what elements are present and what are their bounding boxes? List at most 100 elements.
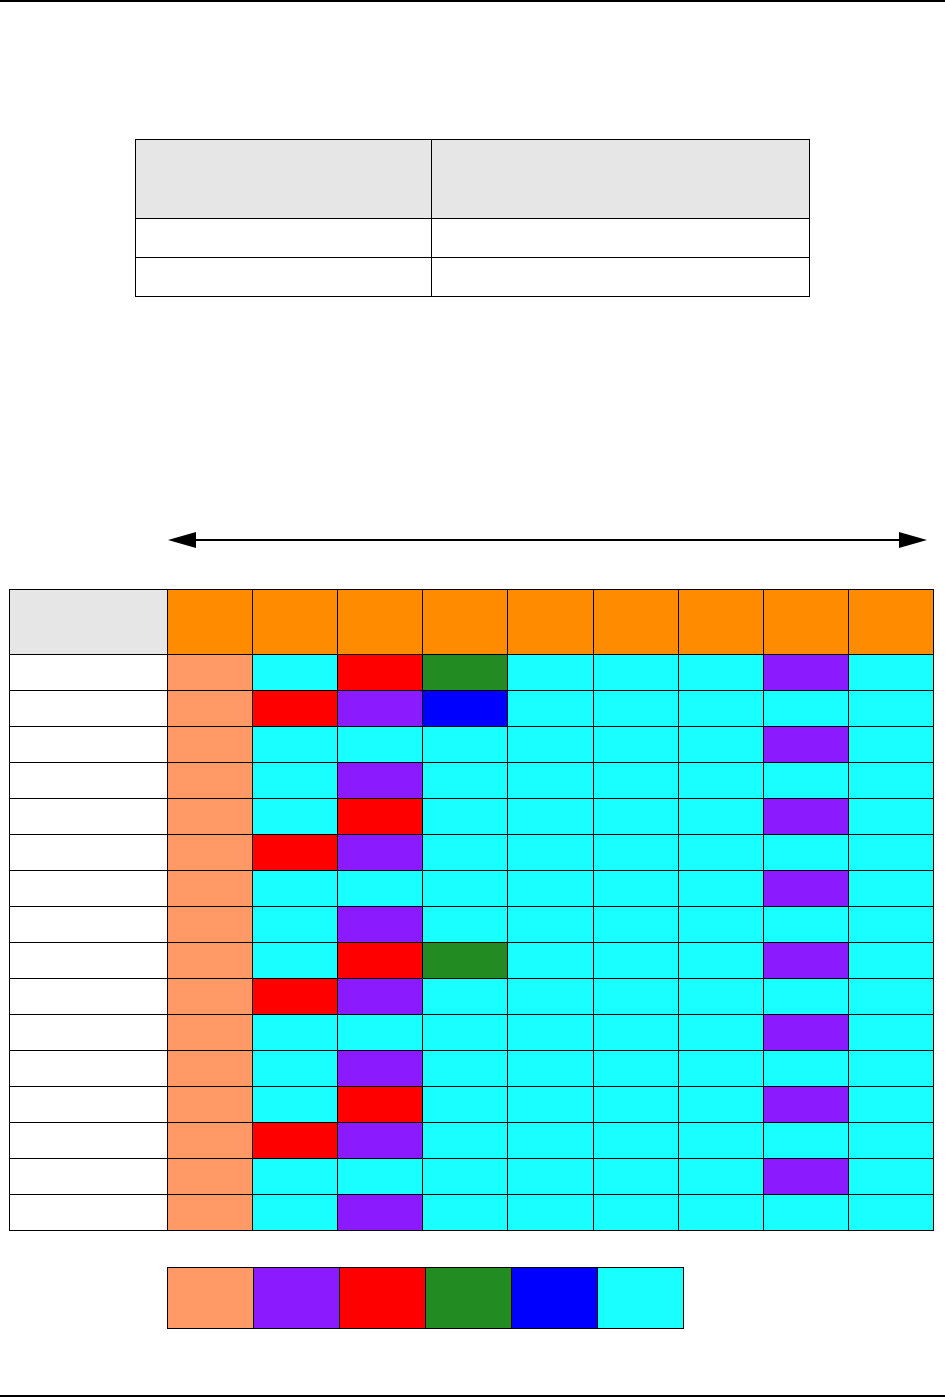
grid-cell-cyan bbox=[592, 1014, 679, 1051]
grid-cell-green bbox=[422, 942, 509, 979]
grid-cell-cyan bbox=[677, 1194, 764, 1231]
grid-row bbox=[8, 762, 935, 799]
grid-row-label bbox=[8, 654, 169, 691]
summary-header-cell bbox=[135, 139, 432, 219]
summary-table bbox=[135, 139, 810, 297]
grid-cell-cyan bbox=[847, 1086, 935, 1123]
grid-cell-cyan bbox=[847, 726, 935, 763]
grid-cell-cyan bbox=[762, 762, 849, 799]
grid-column-header bbox=[847, 589, 935, 655]
grid-cell-cyan bbox=[507, 726, 594, 763]
grid-cell-cyan bbox=[677, 906, 764, 943]
summary-cell bbox=[431, 218, 810, 258]
grid-cell-cyan bbox=[847, 1194, 935, 1231]
grid-row bbox=[8, 726, 935, 763]
summary-cell bbox=[135, 257, 432, 297]
grid-row bbox=[8, 942, 935, 979]
grid-row-label bbox=[8, 870, 169, 907]
timeline-arrow-icon bbox=[168, 532, 927, 548]
grid-cell-cyan bbox=[677, 1050, 764, 1087]
grid-cell-cyan bbox=[337, 1014, 424, 1051]
grid-cell-cyan bbox=[677, 762, 764, 799]
grid-cell-salmon bbox=[167, 654, 254, 691]
grid-row bbox=[8, 1194, 935, 1231]
grid-cell-cyan bbox=[592, 654, 679, 691]
grid-row-label bbox=[8, 762, 169, 799]
grid-cell-cyan bbox=[507, 762, 594, 799]
grid-cell-cyan bbox=[847, 762, 935, 799]
grid-cell-cyan bbox=[847, 942, 935, 979]
grid-cell-cyan bbox=[422, 1158, 509, 1195]
grid-cell-cyan bbox=[847, 978, 935, 1015]
grid-cell-cyan bbox=[592, 942, 679, 979]
grid-cell-cyan bbox=[677, 690, 764, 727]
grid-row bbox=[8, 978, 935, 1015]
grid-cell-cyan bbox=[422, 1086, 509, 1123]
grid-cell-salmon bbox=[167, 1050, 254, 1087]
grid-cell-cyan bbox=[507, 978, 594, 1015]
grid-cell-cyan bbox=[762, 1050, 849, 1087]
grid-cell-cyan bbox=[252, 762, 339, 799]
grid-cell-cyan bbox=[847, 654, 935, 691]
grid-row bbox=[8, 1050, 935, 1087]
grid-cell-salmon bbox=[167, 906, 254, 943]
grid-cell-cyan bbox=[762, 834, 849, 871]
summary-row bbox=[135, 218, 810, 258]
grid-column-header bbox=[422, 589, 509, 655]
grid-column-header bbox=[337, 589, 424, 655]
grid-cell-cyan bbox=[422, 870, 509, 907]
grid-cell-purple bbox=[762, 798, 849, 835]
grid-header-row bbox=[8, 589, 935, 655]
legend-swatch-red bbox=[339, 1267, 426, 1329]
grid-cell-blue bbox=[422, 690, 509, 727]
grid-row-label bbox=[8, 726, 169, 763]
grid-cell-salmon bbox=[167, 690, 254, 727]
grid-column-header bbox=[507, 589, 594, 655]
grid-cell-cyan bbox=[252, 798, 339, 835]
grid-cell-cyan bbox=[507, 870, 594, 907]
grid-cell-cyan bbox=[677, 870, 764, 907]
grid-row bbox=[8, 798, 935, 835]
summary-cell bbox=[431, 257, 810, 297]
grid-cell-cyan bbox=[762, 1194, 849, 1231]
grid-cell-cyan bbox=[677, 1122, 764, 1159]
grid-row-label bbox=[8, 1194, 169, 1231]
grid-cell-cyan bbox=[507, 1050, 594, 1087]
grid-cell-cyan bbox=[252, 906, 339, 943]
grid-cell-cyan bbox=[507, 906, 594, 943]
grid-cell-salmon bbox=[167, 978, 254, 1015]
legend-swatch-salmon bbox=[167, 1267, 254, 1329]
grid-row bbox=[8, 1014, 935, 1051]
grid-cell-cyan bbox=[762, 978, 849, 1015]
grid-corner-cell bbox=[8, 589, 169, 655]
color-grid-table bbox=[8, 589, 935, 1231]
page-top-rule bbox=[0, 0, 945, 2]
grid-row bbox=[8, 690, 935, 727]
legend-swatch-green bbox=[425, 1267, 512, 1329]
grid-cell-purple bbox=[337, 1050, 424, 1087]
grid-row-label bbox=[8, 798, 169, 835]
grid-cell-cyan bbox=[337, 726, 424, 763]
grid-cell-purple bbox=[762, 726, 849, 763]
page-bottom-rule bbox=[0, 1395, 945, 1397]
grid-cell-purple bbox=[337, 906, 424, 943]
grid-cell-cyan bbox=[847, 834, 935, 871]
grid-column-header bbox=[677, 589, 764, 655]
grid-cell-cyan bbox=[847, 1014, 935, 1051]
grid-cell-red bbox=[252, 978, 339, 1015]
grid-row-label bbox=[8, 1086, 169, 1123]
grid-row-label bbox=[8, 942, 169, 979]
grid-row-label bbox=[8, 906, 169, 943]
grid-cell-purple bbox=[762, 1158, 849, 1195]
grid-cell-cyan bbox=[592, 1194, 679, 1231]
legend-swatch-blue bbox=[511, 1267, 598, 1329]
grid-cell-cyan bbox=[422, 978, 509, 1015]
grid-column-header bbox=[252, 589, 339, 655]
grid-cell-cyan bbox=[592, 870, 679, 907]
grid-cell-cyan bbox=[507, 1158, 594, 1195]
grid-cell-cyan bbox=[592, 1050, 679, 1087]
grid-cell-purple bbox=[337, 978, 424, 1015]
summary-header-row bbox=[135, 139, 810, 219]
grid-cell-salmon bbox=[167, 798, 254, 835]
grid-cell-cyan bbox=[762, 906, 849, 943]
